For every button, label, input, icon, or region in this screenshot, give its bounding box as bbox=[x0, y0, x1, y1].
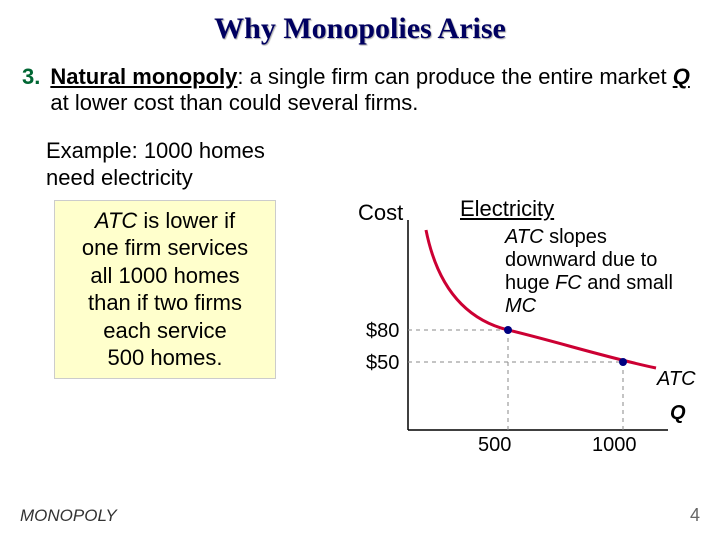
y-tick-80: $80 bbox=[366, 320, 399, 343]
footer-label: MONOPOLY bbox=[20, 506, 117, 526]
x-tick-500: 500 bbox=[478, 434, 511, 457]
highlight-box: ATC is lower if one firm services all 10… bbox=[54, 200, 276, 379]
term: Natural monopoly bbox=[50, 64, 237, 89]
x-axis-label: Q bbox=[670, 402, 686, 425]
y-axis-label: Cost bbox=[358, 200, 403, 226]
q-symbol: Q bbox=[673, 64, 690, 89]
chart-region: Cost Electricity ATC slopes downward due… bbox=[330, 220, 710, 490]
bullet-item: 3. Natural monopoly: a single firm can p… bbox=[0, 46, 720, 117]
chart-svg bbox=[408, 220, 668, 430]
example-text: Example: 1000 homes need electricity bbox=[46, 137, 316, 192]
page-number: 4 bbox=[690, 505, 700, 526]
chart-title: Electricity bbox=[460, 196, 554, 222]
bullet-text: Natural monopoly: a single firm can prod… bbox=[50, 64, 692, 117]
y-tick-50: $50 bbox=[366, 352, 399, 375]
slide-title: Why Monopolies Arise bbox=[0, 0, 720, 46]
x-tick-1000: 1000 bbox=[592, 434, 637, 457]
bullet-number: 3. bbox=[22, 64, 50, 117]
